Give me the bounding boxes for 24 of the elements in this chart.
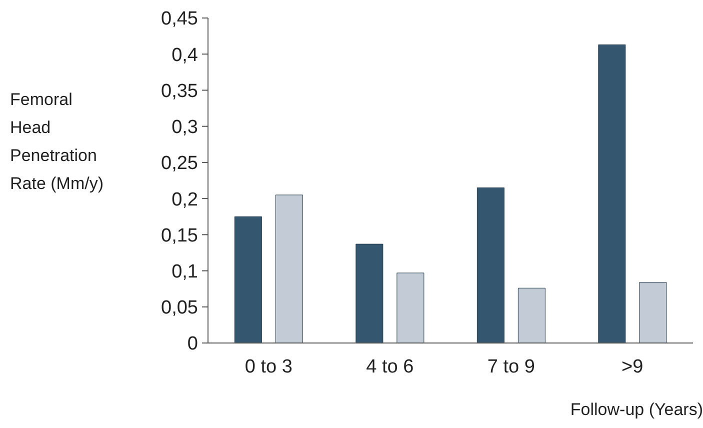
y-tick-label: 0,1	[172, 262, 198, 283]
x-tick-label: 7 to 9	[487, 356, 535, 378]
y-tick-label: 0,2	[172, 189, 198, 210]
bar	[356, 244, 384, 343]
bar	[518, 288, 546, 343]
bar	[396, 272, 424, 343]
x-tick-label: 4 to 6	[366, 356, 414, 378]
y-tick-label: 0,35	[161, 80, 198, 102]
y-axis-title: Femoral Head Penetration Rate (Mm/y)	[10, 89, 104, 195]
y-tick-label: 0,3	[172, 117, 198, 138]
y-tick-label: 0,4	[172, 44, 198, 66]
y-tick-label: 0,15	[161, 225, 198, 246]
bar	[476, 187, 504, 343]
bar	[234, 216, 262, 343]
y-tick-label: 0,45	[161, 8, 198, 30]
bar	[275, 194, 303, 343]
bar	[598, 44, 626, 343]
y-tick-label: 0,25	[161, 153, 198, 174]
x-tick-label: >9	[622, 356, 644, 378]
bar	[639, 282, 667, 343]
y-tick-label: 0,05	[161, 298, 198, 319]
x-tick-label: 0 to 3	[244, 356, 292, 378]
y-tick-label: 0	[187, 334, 198, 355]
x-axis-title: Follow-up (Years)	[570, 400, 703, 420]
